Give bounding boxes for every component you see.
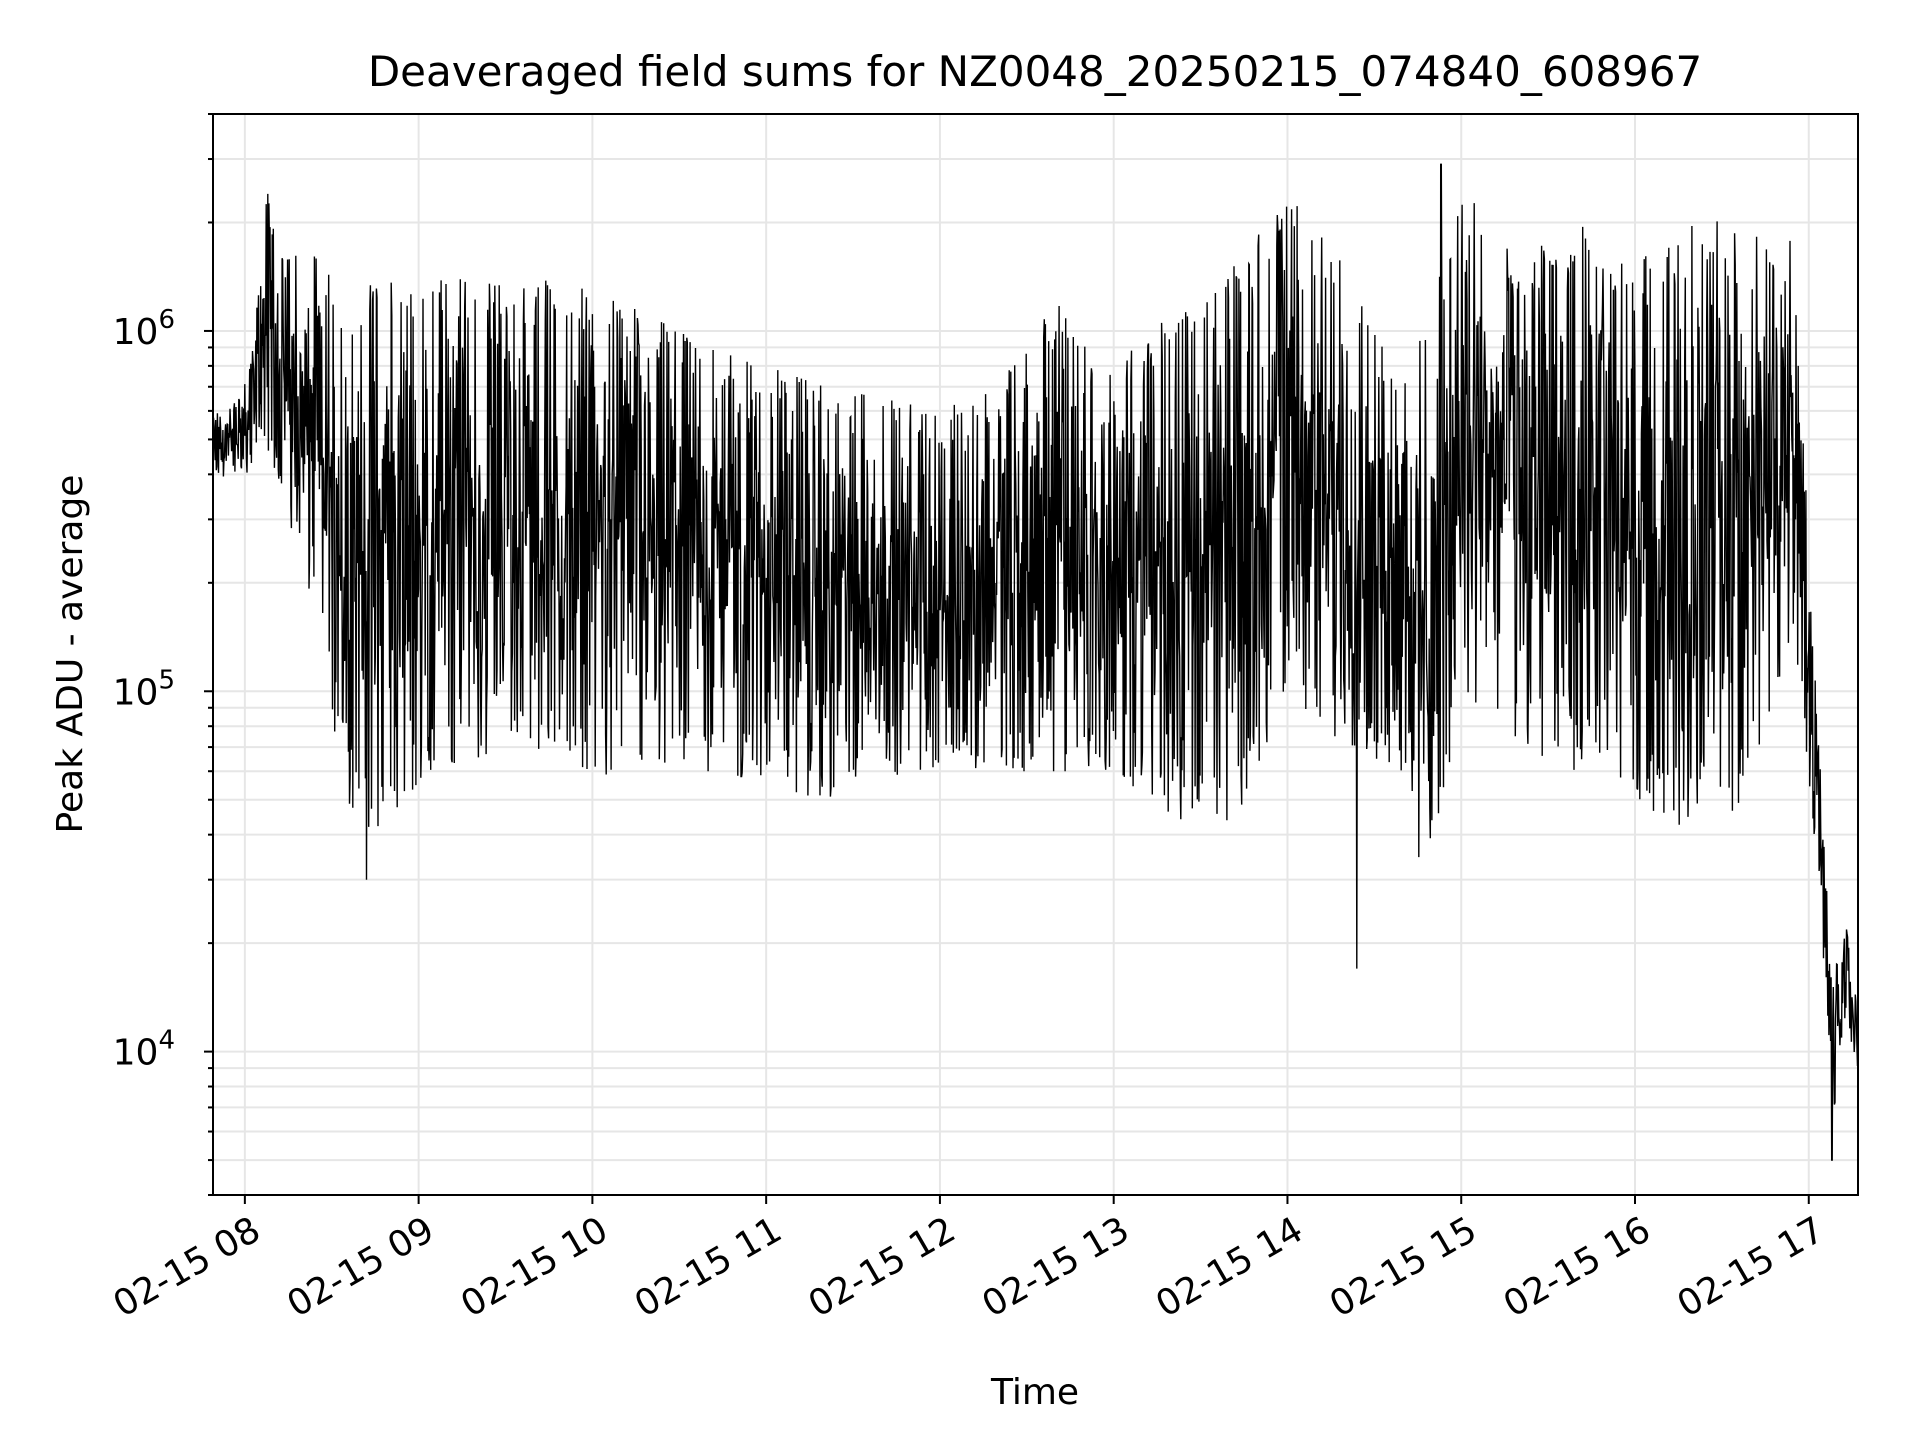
x-tick-label: 02-15 17: [1671, 1209, 1832, 1325]
x-axis-label: Time: [990, 1372, 1079, 1413]
series-line-group: [213, 163, 1858, 1161]
x-tick-label: 02-15 08: [107, 1209, 268, 1325]
series-line: [213, 163, 1858, 1161]
y-tick-label: 106: [113, 305, 175, 353]
y-axis: 104 105 106: [113, 113, 213, 1196]
x-axis: 02-15 08 02-15 09 02-15 10 02-15 11 02-15 12…: [107, 1195, 1832, 1326]
x-tick-label: 02-15 14: [1149, 1209, 1310, 1325]
y-tick-label: 104: [113, 1026, 175, 1074]
x-tick-label: 02-15 10: [454, 1209, 615, 1325]
x-tick-label: 02-15 09: [280, 1209, 441, 1325]
y-tick-label: 105: [113, 665, 175, 713]
y-axis-label: Peak ADU - average: [50, 475, 91, 834]
x-tick-label: 02-15 12: [802, 1209, 963, 1325]
x-tick-label: 02-15 15: [1323, 1209, 1484, 1325]
x-tick-label: 02-15 16: [1497, 1209, 1658, 1325]
x-tick-label: 02-15 13: [976, 1209, 1137, 1325]
x-tick-label: 02-15 11: [628, 1209, 789, 1325]
chart-title: Deaveraged field sums for NZ0048_2025021…: [368, 47, 1702, 96]
plot-area-frame: [212, 113, 1859, 1196]
